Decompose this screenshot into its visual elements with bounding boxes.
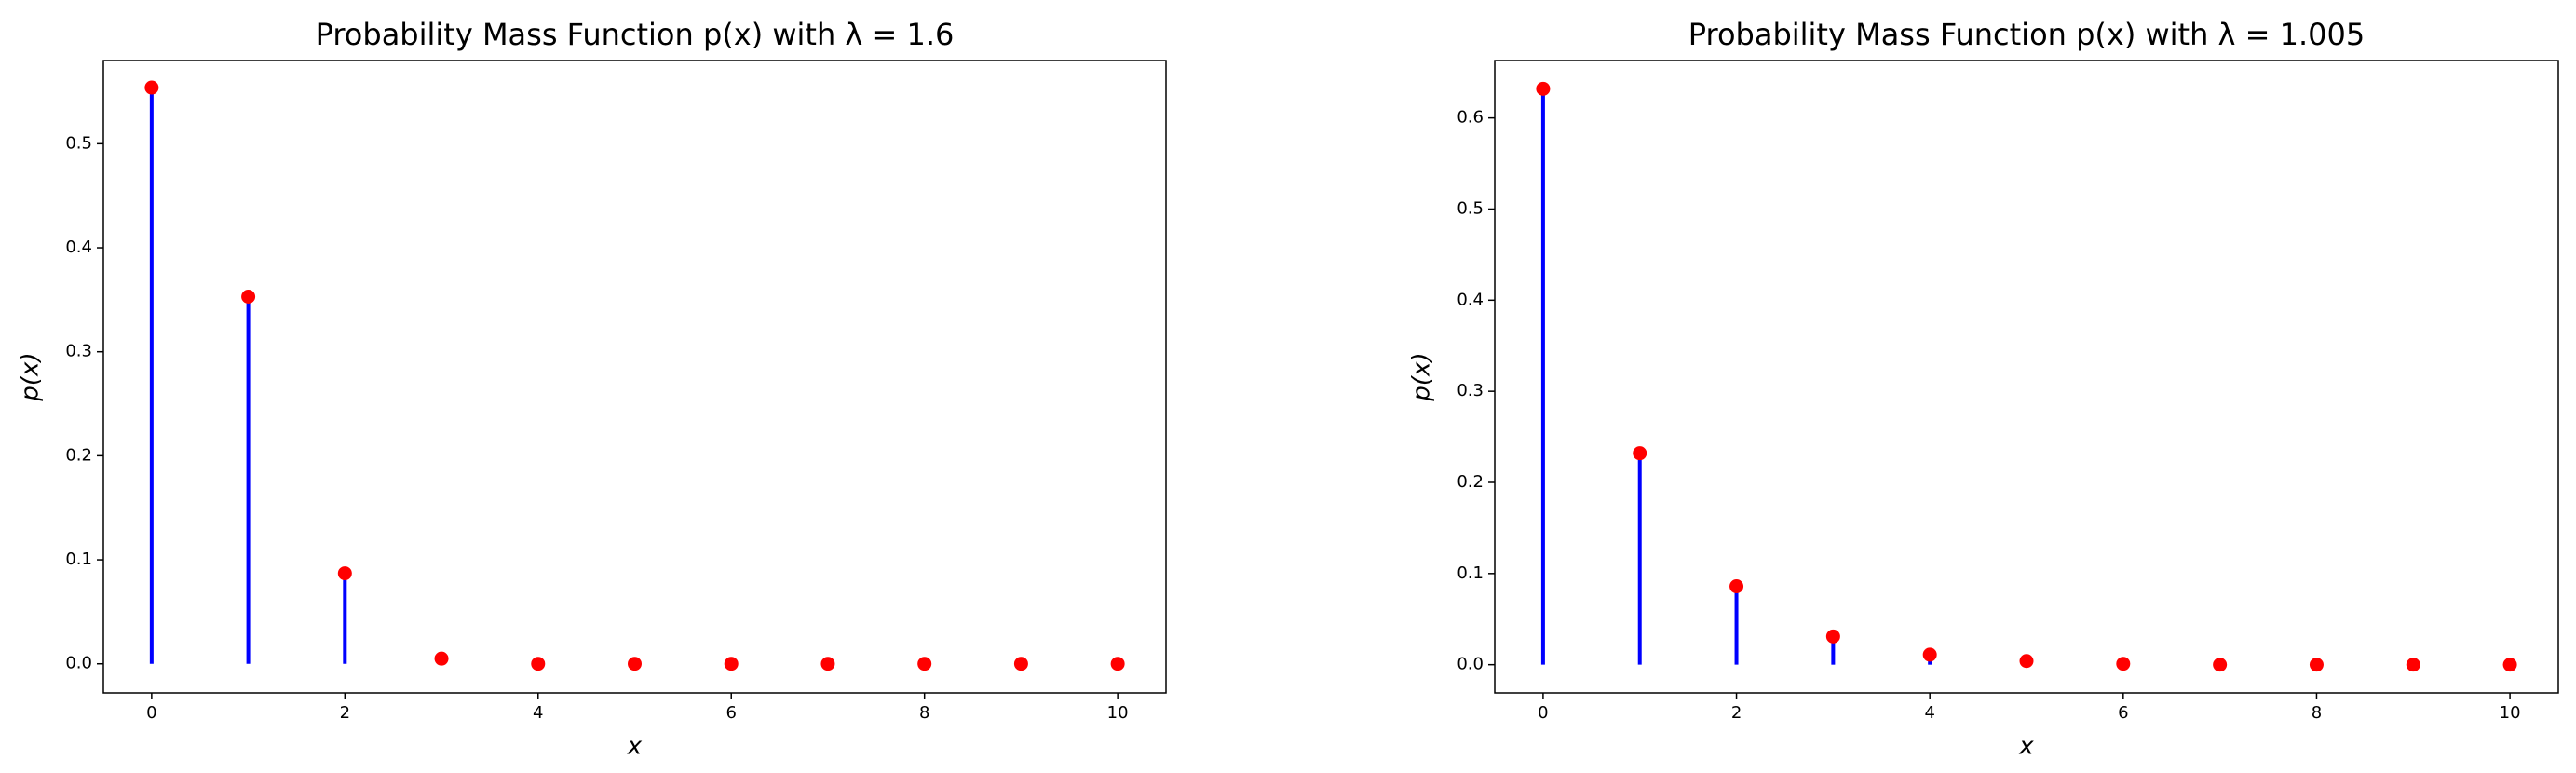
marker	[144, 80, 159, 95]
marker	[1633, 446, 1647, 461]
marker	[628, 657, 642, 671]
y-tick-label: 0.2	[65, 445, 92, 465]
y-tick-label: 0.0	[1457, 655, 1484, 674]
y-tick-label: 0.0	[65, 654, 92, 673]
x-tick-label: 10	[1107, 703, 1129, 723]
marker	[1110, 657, 1125, 671]
y-tick-label: 0.4	[65, 237, 92, 257]
x-tick-label: 8	[919, 703, 929, 723]
y-tick-label: 0.2	[1457, 472, 1484, 492]
marker	[1922, 647, 1937, 662]
marker	[531, 657, 546, 671]
marker	[1729, 579, 1744, 594]
x-tick-label: 6	[2118, 703, 2128, 723]
marker	[2502, 658, 2517, 672]
x-tick-label: 10	[2500, 703, 2521, 723]
marker	[917, 657, 932, 671]
x-tick-label: 2	[1731, 703, 1742, 723]
y-axis-label: p(x)	[1408, 352, 1436, 401]
y-tick-label: 0.3	[1457, 381, 1484, 400]
marker	[2309, 658, 2324, 672]
marker	[2019, 654, 2034, 669]
axes-frame	[1494, 60, 2559, 694]
marker	[820, 657, 835, 671]
axes-frame	[102, 60, 1167, 694]
y-tick-label: 0.5	[65, 133, 92, 153]
marker	[1013, 657, 1028, 671]
chart-title: Probability Mass Function p(x) with λ = …	[1688, 17, 2366, 52]
y-tick-label: 0.3	[65, 342, 92, 361]
x-tick-label: 4	[1924, 703, 1934, 723]
y-axis-label: p(x)	[17, 352, 45, 401]
marker	[1536, 81, 1551, 96]
x-axis-label: x	[627, 733, 643, 761]
marker	[2116, 657, 2131, 671]
y-tick-label: 0.6	[1457, 108, 1484, 128]
marker	[1825, 629, 1840, 644]
x-tick-label: 2	[340, 703, 350, 723]
y-tick-label: 0.5	[1457, 198, 1484, 218]
y-tick-label: 0.1	[65, 549, 92, 569]
y-tick-label: 0.4	[1457, 290, 1484, 309]
marker	[724, 657, 739, 671]
marker	[2406, 658, 2420, 672]
x-tick-label: 4	[533, 703, 543, 723]
marker	[241, 290, 256, 305]
x-tick-label: 6	[726, 703, 737, 723]
x-tick-label: 0	[1538, 703, 1548, 723]
chart-title: Probability Mass Function p(x) with λ = …	[316, 17, 955, 52]
marker	[2213, 658, 2228, 672]
x-axis-label: x	[2018, 733, 2034, 761]
x-tick-label: 0	[146, 703, 156, 723]
y-tick-label: 0.1	[1457, 563, 1484, 583]
marker	[337, 566, 352, 581]
x-tick-label: 8	[2312, 703, 2322, 723]
marker	[434, 651, 449, 666]
